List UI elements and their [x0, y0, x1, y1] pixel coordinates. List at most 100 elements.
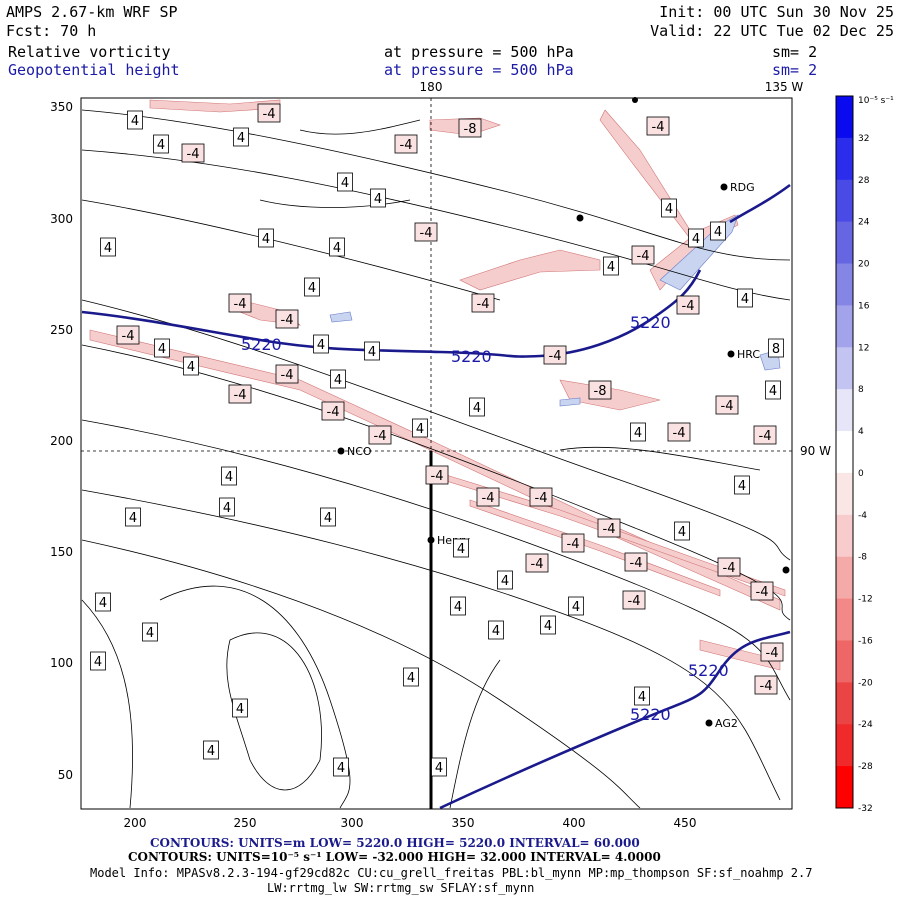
vorticity-label-box: [667, 422, 691, 442]
vorticity-label: 4: [634, 426, 642, 441]
x-tick-label: 300: [341, 816, 364, 830]
height-label: 5220: [241, 335, 282, 354]
vorticity-contours: [81, 109, 791, 809]
vorticity-label-box: [768, 338, 784, 358]
vorticity-label-box: [95, 592, 111, 612]
vorticity-label: 4: [492, 624, 500, 639]
vorticity-label: 4: [665, 202, 673, 217]
vorticity-label: 4: [435, 761, 443, 776]
vorticity-label: -4: [721, 399, 734, 414]
vorticity-label: 4: [262, 232, 270, 247]
colorbar-tick-label: 4: [858, 427, 864, 437]
colorbar-tick-label: 32: [858, 134, 869, 144]
vorticity-label-box: [717, 557, 741, 577]
vorticity-label: 4: [741, 292, 749, 307]
vorticity-label: 4: [333, 241, 341, 256]
field-1-smoothing: sm= 2: [772, 43, 817, 61]
vorticity-label: 4: [187, 360, 195, 375]
vorticity-label-box: [320, 507, 336, 527]
vorticity-label-box: [497, 570, 513, 590]
station-label: HRC: [737, 348, 760, 361]
vorticity-label-box: [127, 110, 143, 130]
vorticity-label-box: [453, 538, 469, 558]
vorticity-label: 4: [94, 655, 102, 670]
vorticity-label: -8: [464, 122, 477, 137]
vorticity-label: -4: [673, 426, 686, 441]
vorticity-label-box: [488, 620, 504, 640]
vorticity-label: 4: [207, 744, 215, 759]
colorbar-swatch: [836, 179, 853, 223]
vorticity-label-box: [529, 487, 553, 507]
vorticity-label-box: [142, 622, 158, 642]
vorticity-label: -4: [766, 646, 779, 661]
vorticity-label: -4: [759, 429, 772, 444]
y-tick-label: 250: [50, 323, 73, 337]
vorticity-label: -4: [281, 368, 294, 383]
vorticity-label-box: [414, 222, 438, 242]
colorbar-tick-label: 28: [858, 176, 870, 186]
y-tick-label: 150: [50, 545, 73, 559]
lon-label-135w: 135 W: [765, 80, 804, 94]
station-marker: [632, 97, 638, 103]
vorticity-label-box: [765, 380, 781, 400]
valid-time: Valid: 22 UTC Tue 02 Dec 25: [650, 22, 894, 40]
vorticity-label-box: [425, 465, 449, 485]
y-tick-label: 300: [50, 212, 73, 226]
vorticity-label-box: [337, 172, 353, 192]
vorticity-label-box: [676, 295, 700, 315]
vorticity-label: 4: [473, 401, 481, 416]
vorticity-label-box: [753, 425, 777, 445]
vorticity-label: 4: [157, 138, 165, 153]
colorbar-swatch: [836, 598, 853, 641]
colorbar-tick-label: -12: [858, 595, 873, 605]
vorticity-label: -4: [531, 557, 544, 572]
height-label: 5220: [630, 313, 671, 332]
colorbar-tick-label: -20: [858, 678, 873, 688]
colorbar-swatch: [836, 640, 853, 683]
vorticity-label-box: [275, 309, 299, 329]
vorticity-label-box: [125, 507, 141, 527]
colorbar-tick-label: -8: [858, 553, 867, 563]
init-time: Init: 00 UTC Sun 30 Nov 25: [659, 3, 894, 21]
height-label: 5220: [630, 705, 671, 724]
vorticity-label: -4: [263, 107, 276, 122]
colorbar-tick-label: 20: [858, 260, 870, 270]
vorticity-labels: 4 -4 4 -4 4 -4 4 4 -8 4 4 -4 4 4 -4 -4 -4 4 4 4 4 -4 4 -4 -4 4 -4 4…: [90, 103, 784, 777]
colorbar: 10⁻⁵ s⁻¹ 32 28 24 20 16 12 8 4 0 -4 -8 -12 -16 -20 -24…: [835, 95, 894, 814]
vorticity-label: 4: [223, 501, 231, 516]
colorbar-swatch: [836, 305, 853, 348]
vorticity-label: -4: [756, 585, 769, 600]
colorbar-swatch: [836, 263, 853, 306]
colorbar-tick-label: -16: [858, 636, 873, 646]
vorticity-label-box: [321, 401, 345, 421]
station-label: AG2: [715, 717, 738, 730]
field-2-name: Geopotential height: [8, 61, 180, 79]
vorticity-label: 4: [131, 114, 139, 129]
geopotential-contours: [81, 183, 791, 810]
vorticity-label-box: [403, 667, 419, 687]
vorticity-label: -4: [234, 388, 247, 403]
y-tick-label: 350: [50, 100, 73, 114]
vorticity-label-box: [412, 418, 428, 438]
vorticity-label: 4: [457, 542, 465, 557]
height-label: 5220: [688, 661, 729, 680]
vorticity-label-box: [370, 188, 386, 208]
colorbar-swatch: [836, 137, 853, 181]
colorbar-tick-label: 12: [858, 343, 869, 353]
y-axis: 350 300 250 200 150 100 50: [50, 100, 73, 782]
vorticity-label: 4: [607, 260, 615, 275]
field-1-name: Relative vorticity: [8, 43, 171, 61]
station-marker: [576, 214, 584, 222]
vorticity-label: -4: [760, 679, 773, 694]
vorticity-label: 4: [407, 671, 415, 686]
x-tick-label: 350: [452, 816, 475, 830]
x-tick-label: 400: [563, 816, 586, 830]
vorticity-label-box: [203, 740, 219, 760]
y-tick-label: 50: [58, 768, 73, 782]
vorticity-label: 4: [236, 702, 244, 717]
vorticity-label: 4: [308, 281, 316, 296]
field-2-pressure: at pressure = 500 hPa: [384, 61, 574, 79]
vorticity-label-box: [313, 334, 329, 354]
colorbar-swatch: [836, 221, 853, 265]
y-tick-label: 200: [50, 434, 73, 448]
